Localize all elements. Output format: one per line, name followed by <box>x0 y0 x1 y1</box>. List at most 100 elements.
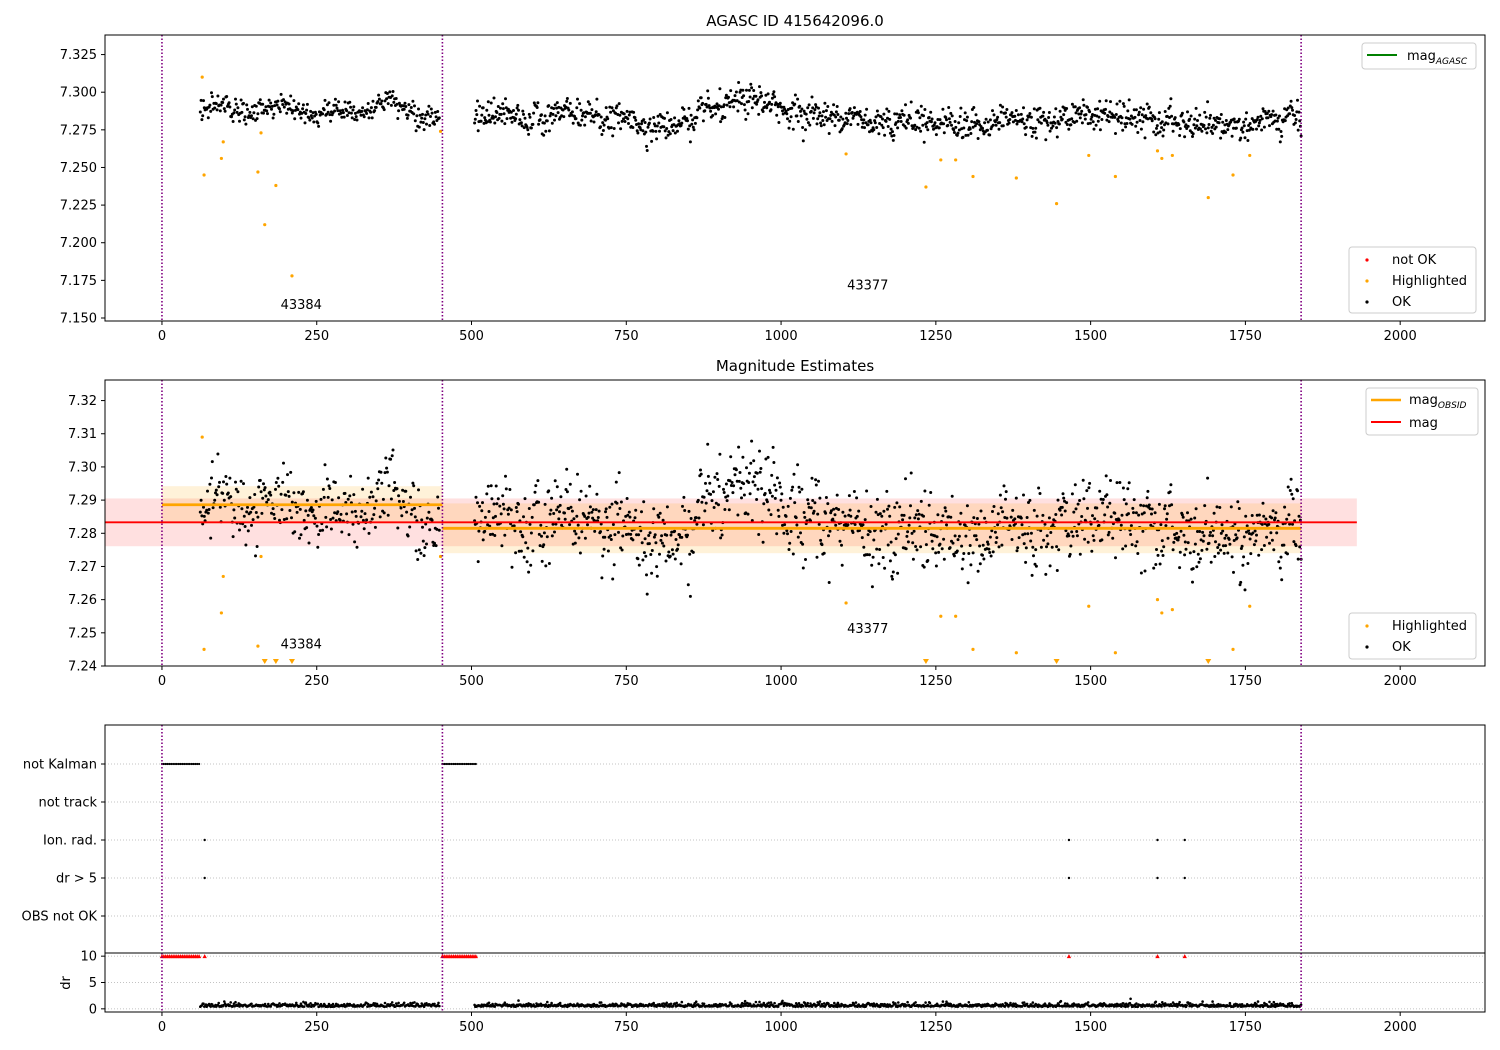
ok-point <box>769 513 773 517</box>
ok-point <box>868 118 872 122</box>
ok-point <box>588 111 592 115</box>
ok-point <box>1197 560 1201 564</box>
ok-point <box>576 472 579 476</box>
ok-point <box>218 480 221 484</box>
ok-point <box>250 105 254 109</box>
ok-point <box>198 510 202 514</box>
ok-point <box>810 476 814 480</box>
ok-point <box>1246 562 1250 565</box>
ok-point <box>716 478 720 481</box>
ok-point <box>513 529 517 533</box>
ok-point <box>909 100 913 104</box>
ok-point <box>1271 109 1275 113</box>
ok-point <box>568 523 572 527</box>
ok-point <box>517 108 520 112</box>
ok-point <box>522 515 525 519</box>
ok-point <box>1026 532 1030 536</box>
ok-point <box>740 102 743 106</box>
dr-point <box>730 1002 733 1006</box>
highlighted-point <box>290 274 294 278</box>
ok-point <box>316 121 320 125</box>
ok-point <box>488 120 492 124</box>
ok-point <box>562 115 566 119</box>
ok-point <box>523 497 527 501</box>
ok-point <box>1285 517 1289 521</box>
ok-point <box>263 486 267 490</box>
ok-point <box>609 538 613 541</box>
ok-point <box>604 106 608 110</box>
ok-point <box>600 576 604 580</box>
ok-point <box>1022 122 1026 126</box>
ok-point <box>1260 128 1264 132</box>
ok-point <box>1212 116 1216 120</box>
ok-point <box>835 105 839 108</box>
ok-point <box>1204 127 1207 131</box>
ok-point <box>1171 548 1175 552</box>
ok-point <box>948 546 952 550</box>
ok-point <box>1043 522 1047 526</box>
ok-point <box>537 122 541 126</box>
ok-point <box>670 530 674 534</box>
ok-point <box>960 544 964 548</box>
ok-point <box>1261 107 1265 111</box>
ok-point <box>476 99 479 103</box>
ok-point <box>969 132 973 135</box>
ok-point <box>206 116 210 120</box>
ok-point <box>846 523 850 527</box>
ok-point <box>688 552 692 556</box>
ok-point <box>571 121 575 125</box>
ok-point <box>522 126 526 130</box>
ok-point <box>602 547 606 551</box>
ok-point <box>1095 506 1099 510</box>
ok-point <box>1150 512 1153 516</box>
ok-point <box>429 115 432 118</box>
ok-point <box>930 117 934 121</box>
flag-point <box>1183 876 1186 880</box>
ok-point <box>290 500 294 504</box>
dr-point <box>493 1005 497 1008</box>
ok-point <box>529 126 533 130</box>
ok-point <box>818 496 822 500</box>
ok-point <box>406 534 410 538</box>
ok-point <box>637 122 641 126</box>
ok-point <box>922 514 925 518</box>
ok-point <box>956 131 960 135</box>
ok-point <box>778 101 782 105</box>
ok-point <box>750 86 754 90</box>
flag-point <box>472 762 476 766</box>
ok-point <box>958 522 962 526</box>
p4-ytick-label: 0 <box>89 1002 97 1017</box>
ok-point <box>242 101 245 105</box>
ok-point <box>701 523 705 527</box>
svg-text:magAGASC: magAGASC <box>1407 49 1468 67</box>
ok-point <box>1045 121 1049 125</box>
ok-point <box>1210 125 1214 129</box>
ok-point <box>663 116 666 120</box>
ok-point <box>306 513 310 517</box>
ok-point <box>291 109 295 113</box>
ok-point <box>1024 133 1028 137</box>
flag-point <box>170 762 173 766</box>
ok-point <box>1057 122 1061 126</box>
ok-point <box>412 484 416 488</box>
ok-point <box>891 138 895 142</box>
ok-point <box>1143 569 1147 573</box>
ok-point <box>433 110 437 114</box>
ok-point <box>999 506 1003 510</box>
ok-point <box>483 118 487 122</box>
ok-point <box>841 117 845 121</box>
ok-point <box>750 439 754 443</box>
ok-point <box>682 107 686 111</box>
ok-point <box>679 562 683 566</box>
ok-point <box>995 536 999 540</box>
ok-point <box>1220 523 1224 527</box>
ok-point <box>974 113 978 117</box>
highlighted-point <box>202 647 206 652</box>
ok-point <box>334 103 338 107</box>
highlighted-point <box>1248 604 1252 608</box>
ok-point <box>234 97 237 101</box>
ok-point <box>1037 486 1041 490</box>
ok-point <box>653 533 657 537</box>
ok-point <box>271 116 275 120</box>
highlighted-point <box>274 183 278 188</box>
